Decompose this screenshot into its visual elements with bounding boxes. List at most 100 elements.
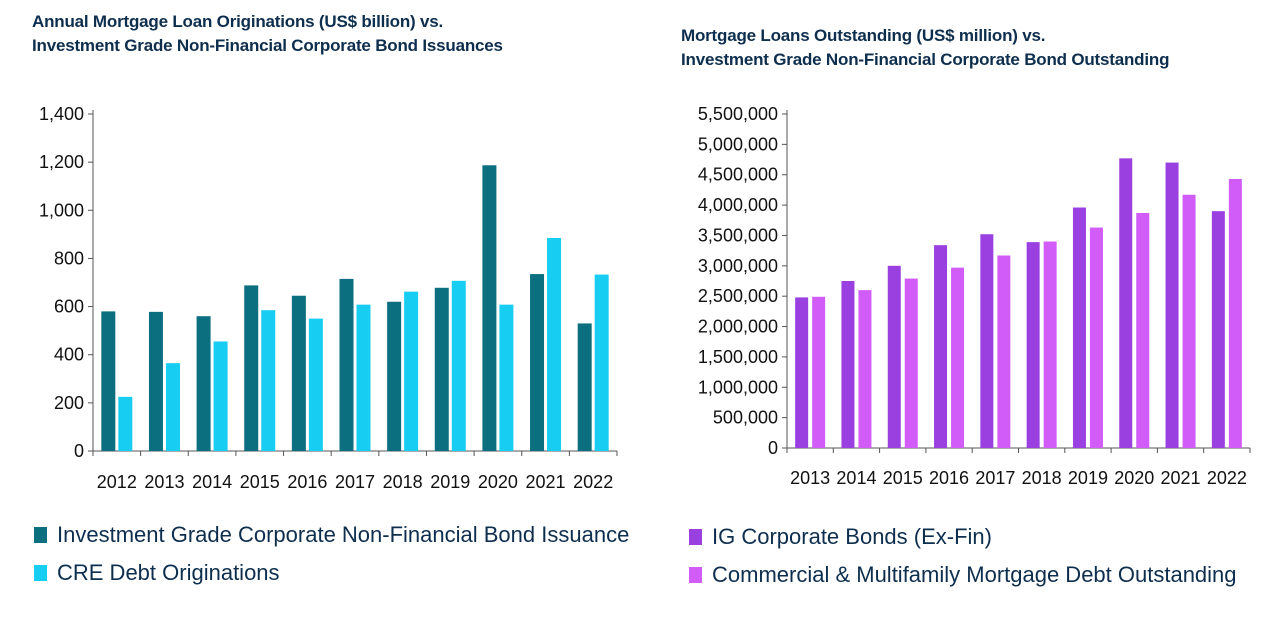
x-tick-label-2016: 2016 <box>929 468 969 488</box>
left-chart-legend: Investment Grade Corporate Non-Financial… <box>34 516 629 592</box>
bar-investment-grade-corporate-non-financial-bond-issuance-2021 <box>530 274 545 451</box>
bar-investment-grade-corporate-non-financial-bond-issuance-2013 <box>148 311 163 451</box>
y-tick-label: 4,500,000 <box>698 165 778 185</box>
right-bar-chart: 0 500,000 1,000,000 1,500,000 2,000,000 2,500… <box>698 104 1251 488</box>
y-tick-label: 3,500,000 <box>698 225 778 245</box>
bar-investment-grade-corporate-non-financial-bond-issuance-2017 <box>339 278 354 451</box>
y-tick-label: 1,400 <box>39 104 84 124</box>
bar-ig-corporate-bonds-ex-fin-2020 <box>1119 158 1133 448</box>
x-tick-label-2022: 2022 <box>1207 468 1247 488</box>
right-chart-title-line-1: Mortgage Loans Outstanding (US$ million)… <box>681 26 1046 45</box>
y-tick-label: 2,500,000 <box>698 286 778 306</box>
bar-cre-debt-originations-2018 <box>404 291 419 451</box>
bar-investment-grade-corporate-non-financial-bond-issuance-2012 <box>101 311 116 451</box>
y-tick-label: 1,200 <box>39 152 84 172</box>
bar-investment-grade-corporate-non-financial-bond-issuance-2019 <box>434 287 449 451</box>
legend-swatch-ig-corporate-bonds <box>689 529 702 545</box>
bar-commercial-multifamily-mortgage-debt-outstanding-2014 <box>858 290 872 448</box>
bar-commercial-multifamily-mortgage-debt-outstanding-2019 <box>1089 227 1103 448</box>
bar-commercial-multifamily-mortgage-debt-outstanding-2017 <box>997 255 1011 448</box>
bar-cre-debt-originations-2013 <box>165 363 180 451</box>
x-tick-label-2018: 2018 <box>383 472 423 492</box>
legend-swatch-cmf-mortgage-debt <box>689 567 702 583</box>
bar-ig-corporate-bonds-ex-fin-2019 <box>1072 207 1086 448</box>
bar-ig-corporate-bonds-ex-fin-2014 <box>841 281 855 448</box>
y-tick-label: 0 <box>768 438 778 458</box>
bar-cre-debt-originations-2019 <box>451 280 466 451</box>
bar-cre-debt-originations-2017 <box>356 304 371 451</box>
bar-investment-grade-corporate-non-financial-bond-issuance-2022 <box>577 323 592 451</box>
bar-ig-corporate-bonds-ex-fin-2016 <box>934 245 948 448</box>
y-tick-label: 2,000,000 <box>698 317 778 337</box>
y-tick-label: 4,000,000 <box>698 195 778 215</box>
legend-label-ig-corporate-bonds: IG Corporate Bonds (Ex-Fin) <box>712 524 992 549</box>
bar-cre-debt-originations-2012 <box>118 396 133 451</box>
bar-ig-corporate-bonds-ex-fin-2022 <box>1211 211 1225 448</box>
legend-item-ig-bond-issuance: Investment Grade Corporate Non-Financial… <box>34 516 629 554</box>
bar-cre-debt-originations-2020 <box>499 304 514 451</box>
x-tick-label-2021: 2021 <box>1161 468 1201 488</box>
left-chart-title-line-1: Annual Mortgage Loan Originations (US$ b… <box>32 12 444 31</box>
bar-cre-debt-originations-2015 <box>261 310 276 451</box>
y-tick-label: 1,000,000 <box>698 377 778 397</box>
x-tick-label-2022: 2022 <box>573 472 613 492</box>
bar-investment-grade-corporate-non-financial-bond-issuance-2018 <box>387 301 402 451</box>
bar-ig-corporate-bonds-ex-fin-2015 <box>887 265 901 448</box>
y-tick-label: 400 <box>54 345 84 365</box>
legend-swatch-cre-debt-originations <box>34 565 47 581</box>
bar-ig-corporate-bonds-ex-fin-2021 <box>1165 162 1179 448</box>
y-tick-label: 500,000 <box>713 408 778 428</box>
legend-label-cmf-mortgage-debt: Commercial & Multifamily Mortgage Debt O… <box>712 562 1237 587</box>
x-tick-label-2017: 2017 <box>975 468 1015 488</box>
x-tick-label-2020: 2020 <box>478 472 518 492</box>
right-chart-legend: IG Corporate Bonds (Ex-Fin) Commercial &… <box>689 518 1237 594</box>
x-tick-label-2015: 2015 <box>240 472 280 492</box>
bar-ig-corporate-bonds-ex-fin-2018 <box>1026 242 1040 448</box>
right-chart-title-line-2: Investment Grade Non-Financial Corporate… <box>681 50 1170 69</box>
bar-cre-debt-originations-2021 <box>547 237 562 451</box>
x-tick-label-2014: 2014 <box>192 472 232 492</box>
y-tick-label: 1,000 <box>39 200 84 220</box>
bar-ig-corporate-bonds-ex-fin-2013 <box>795 297 809 448</box>
bar-investment-grade-corporate-non-financial-bond-issuance-2016 <box>291 295 306 451</box>
y-tick-label: 5,500,000 <box>698 104 778 124</box>
x-tick-label-2015: 2015 <box>883 468 923 488</box>
bar-commercial-multifamily-mortgage-debt-outstanding-2013 <box>812 296 826 448</box>
bar-commercial-multifamily-mortgage-debt-outstanding-2018 <box>1043 241 1057 448</box>
y-tick-label: 1,500,000 <box>698 347 778 367</box>
y-tick-label: 600 <box>54 297 84 317</box>
y-tick-label: 200 <box>54 393 84 413</box>
bar-commercial-multifamily-mortgage-debt-outstanding-2020 <box>1136 212 1150 448</box>
left-chart-title-line-2: Investment Grade Non-Financial Corporate… <box>32 36 503 55</box>
bar-cre-debt-originations-2022 <box>594 274 609 451</box>
x-tick-label-2019: 2019 <box>1068 468 1108 488</box>
y-tick-label: 5,000,000 <box>698 134 778 154</box>
x-tick-label-2021: 2021 <box>526 472 566 492</box>
legend-item-ig-corporate-bonds: IG Corporate Bonds (Ex-Fin) <box>689 518 1237 556</box>
bar-commercial-multifamily-mortgage-debt-outstanding-2021 <box>1182 194 1196 448</box>
bar-commercial-multifamily-mortgage-debt-outstanding-2015 <box>904 278 918 448</box>
y-tick-label: 0 <box>74 441 84 461</box>
x-tick-label-2017: 2017 <box>335 472 375 492</box>
x-tick-label-2016: 2016 <box>287 472 327 492</box>
bar-investment-grade-corporate-non-financial-bond-issuance-2020 <box>482 165 497 451</box>
x-tick-label-2018: 2018 <box>1022 468 1062 488</box>
bar-commercial-multifamily-mortgage-debt-outstanding-2022 <box>1228 178 1242 448</box>
x-tick-label-2012: 2012 <box>97 472 137 492</box>
y-tick-label: 800 <box>54 248 84 268</box>
legend-item-cre-debt-originations: CRE Debt Originations <box>34 554 629 592</box>
bar-cre-debt-originations-2016 <box>308 318 323 451</box>
legend-label-ig-bond-issuance: Investment Grade Corporate Non-Financial… <box>57 522 630 547</box>
x-tick-label-2014: 2014 <box>836 468 876 488</box>
left-bar-chart: 0 200 400 600 800 1,000 1,200 1,400 2012 2013 2014… <box>39 104 618 492</box>
legend-label-cre-debt-originations: CRE Debt Originations <box>57 560 280 585</box>
legend-swatch-ig-bond-issuance <box>34 527 47 543</box>
bar-ig-corporate-bonds-ex-fin-2017 <box>980 234 994 448</box>
y-tick-label: 3,000,000 <box>698 256 778 276</box>
bar-commercial-multifamily-mortgage-debt-outstanding-2016 <box>951 267 965 448</box>
left-chart-title: Annual Mortgage Loan Originations (US$ b… <box>32 10 503 58</box>
x-tick-label-2013: 2013 <box>144 472 184 492</box>
bar-investment-grade-corporate-non-financial-bond-issuance-2014 <box>196 316 211 451</box>
bar-cre-debt-originations-2014 <box>213 341 228 451</box>
